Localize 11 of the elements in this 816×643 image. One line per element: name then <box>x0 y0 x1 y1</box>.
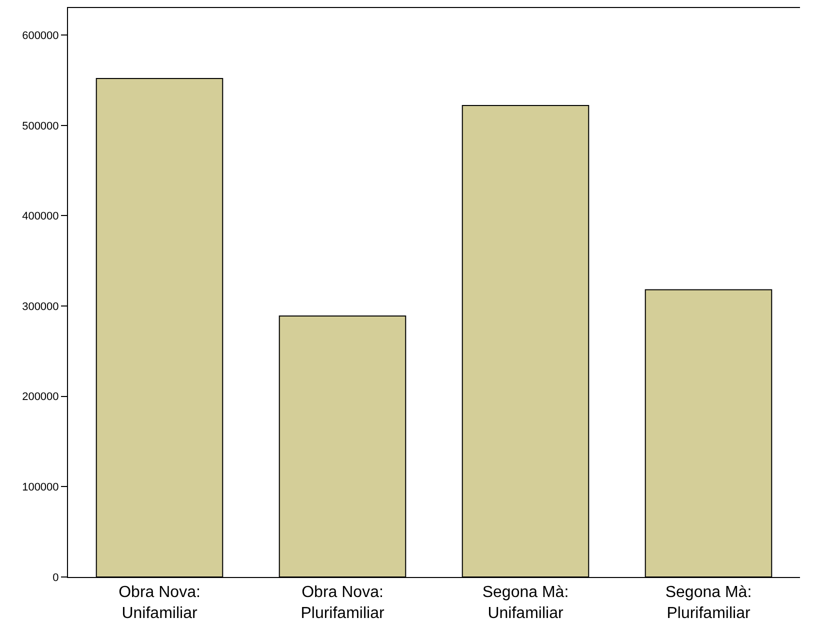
y-tick-label: 500000 <box>22 120 59 132</box>
y-tick-label: 300000 <box>22 300 59 313</box>
x-tick-label: Obra Nova: Unifamiliar <box>118 584 200 622</box>
x-tick-label: Obra Nova: Plurifamiliar <box>300 584 385 622</box>
y-tick-label: 100000 <box>22 482 59 494</box>
y-tick-label: 600000 <box>22 30 59 42</box>
y-tick-label: 0 <box>52 572 59 584</box>
x-tick-label: Segona Mà: Unifamiliar <box>482 584 569 622</box>
y-tick-label: 200000 <box>22 391 59 404</box>
y-tick-label: 400000 <box>22 210 59 223</box>
x-tick-label: Segona Mà: Plurifamiliar <box>665 584 752 622</box>
